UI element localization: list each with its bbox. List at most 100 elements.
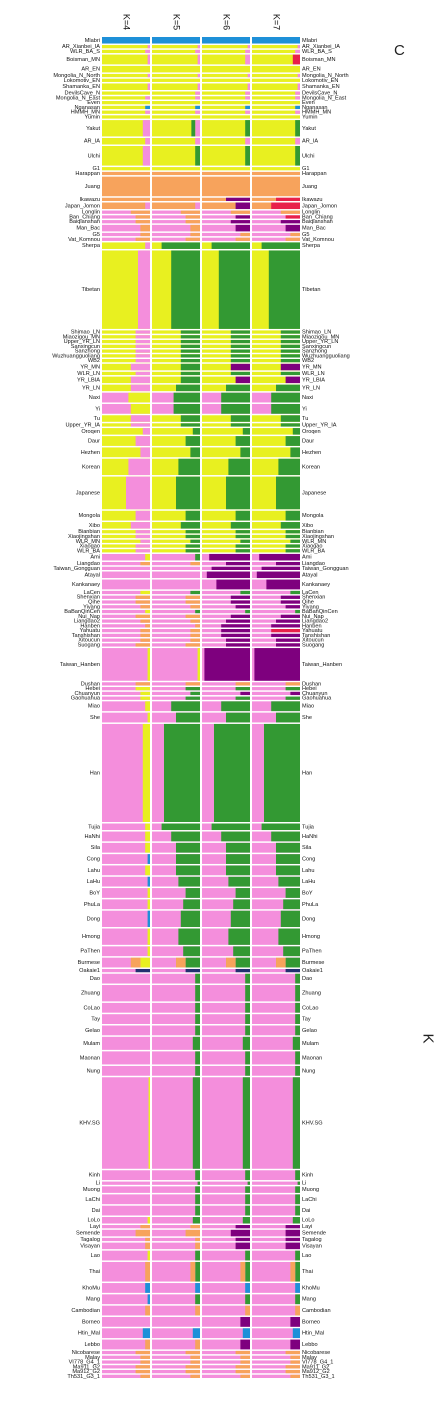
bar-bg-k5 xyxy=(152,1205,200,1216)
bar-segment-green xyxy=(185,696,200,700)
population-label-left: Semende xyxy=(76,1231,100,1237)
bar-segment-green xyxy=(226,384,250,392)
bar-segment-green xyxy=(280,349,300,353)
bar-bg-k6 xyxy=(202,1305,250,1316)
population-label-left: Man_Bac xyxy=(76,226,100,232)
population-label-left: Mlabri xyxy=(85,38,100,44)
population-label-right: Yahuatu xyxy=(302,628,322,634)
bar-segment-purple xyxy=(276,619,300,623)
population-label-right: Tagalog xyxy=(302,1237,322,1243)
population-label-right: Ma911_G2 xyxy=(302,1364,329,1370)
population-label-right: Borneo xyxy=(302,1319,320,1325)
bar-segment-purple xyxy=(230,595,250,599)
bar-segment-pink xyxy=(135,339,150,344)
bar-segment-pink xyxy=(197,73,200,78)
bar-segment-green xyxy=(285,544,300,548)
bar-bg-k6 xyxy=(202,210,250,214)
bar-segment-green xyxy=(178,928,200,945)
population-label-right: Tu xyxy=(302,416,308,422)
bar-segment-purple xyxy=(230,614,250,618)
bar-segment-green xyxy=(180,423,200,427)
bar-segment-pink xyxy=(130,363,150,371)
bar-bg-k4 xyxy=(102,237,150,241)
bar-bg-k6 xyxy=(202,428,250,435)
bar-segment-green xyxy=(295,145,300,166)
bar-bg-k4 xyxy=(102,1374,150,1378)
bar-segment-blue xyxy=(245,105,250,110)
population-label-right: Nganasan xyxy=(302,105,328,111)
bar-segment-orange xyxy=(190,633,200,638)
population-label-right: Xiaojingshan xyxy=(302,534,334,540)
bar-segment-green xyxy=(245,1261,250,1282)
population-label-right: Tujia xyxy=(302,824,315,830)
bar-segment-green xyxy=(240,539,250,543)
bar-bg-k7 xyxy=(252,682,300,686)
bar-bg-k6 xyxy=(202,544,250,548)
bar-bg-k7 xyxy=(252,1065,300,1076)
population-label-right: Muong xyxy=(302,1187,319,1193)
bar-segment-green xyxy=(180,344,200,348)
bar-segment-purple xyxy=(280,600,300,604)
bar-bg-k4 xyxy=(102,1181,150,1185)
population-label-right: Sanzhong xyxy=(302,349,327,355)
population-label-left: Juang xyxy=(85,184,100,190)
bar-bg-k7 xyxy=(252,83,300,90)
population-label-right: Korean xyxy=(302,464,320,470)
bar-segment-purple xyxy=(211,566,250,571)
bar-bg-k6 xyxy=(202,614,250,618)
bar-segment-orange xyxy=(190,638,200,642)
bar-bg-k5 xyxy=(152,522,200,529)
bar-segment-orange xyxy=(240,1355,250,1359)
bar-bg-k6 xyxy=(202,973,250,984)
population-label-left: Tagalog xyxy=(80,1237,100,1243)
bar-segment-orange xyxy=(190,619,200,623)
bar-segment-pink xyxy=(147,45,150,49)
bar-bg-k7 xyxy=(252,224,300,232)
population-label-left: Baiqianshan xyxy=(69,219,100,225)
population-label-left: Taiwan_Gongguan xyxy=(53,566,100,572)
bar-segment-green xyxy=(245,1250,250,1261)
bar-bg-k7 xyxy=(252,1261,300,1282)
bar-segment-blue xyxy=(145,105,150,110)
bar-segment-purple xyxy=(285,1237,300,1242)
population-label-right: Shamanka_EN xyxy=(302,84,340,90)
bar-bg-k7 xyxy=(252,137,300,145)
bar-bg-k4 xyxy=(102,624,150,628)
bar-bg-k4 xyxy=(102,823,150,831)
bar-segment-green xyxy=(190,447,200,458)
bar-segment-pink xyxy=(135,510,150,521)
population-label-left: Shimao_LN xyxy=(71,330,100,336)
population-label-left: Naxi xyxy=(89,395,100,401)
population-label-left: Harappan xyxy=(75,171,100,177)
bar-segment-orange xyxy=(195,1242,200,1250)
bar-bg-k4 xyxy=(102,403,150,414)
bar-segment-green xyxy=(285,888,300,898)
bar-segment-red xyxy=(271,202,300,210)
bar-segment-orange xyxy=(195,1339,200,1350)
bar-segment-green xyxy=(280,339,300,344)
bar-segment-green xyxy=(235,957,250,968)
bar-segment-purple xyxy=(290,1316,300,1327)
bar-bg-k4 xyxy=(102,363,150,371)
bar-bg-k6 xyxy=(202,1181,250,1185)
bar-bg-k5 xyxy=(152,1170,200,1181)
population-label-left: Hmong xyxy=(82,934,100,940)
bar-segment-purple xyxy=(235,1237,250,1242)
bar-segment-green xyxy=(290,590,300,595)
bar-segment-orange xyxy=(185,1350,200,1355)
bar-segment-green xyxy=(161,823,200,831)
population-label-left: Miaozigou_MN xyxy=(63,334,100,340)
bar-bg-k7 xyxy=(252,1205,300,1216)
bar-segment-blue xyxy=(245,1283,250,1293)
bar-segment-orange xyxy=(190,629,200,633)
bar-segment-orange xyxy=(185,614,200,618)
bar-bg-k5 xyxy=(152,1355,200,1359)
bar-segment-green xyxy=(161,242,200,249)
population-label-left: Nung xyxy=(87,1068,100,1074)
bar-bg-k5 xyxy=(152,1229,200,1237)
bar-bg-k6 xyxy=(202,1170,250,1181)
population-label-left: Yi xyxy=(95,406,100,412)
bar-segment-green xyxy=(242,1077,250,1169)
bar-bg-k6 xyxy=(202,167,250,171)
population-label-right: WLR_LN xyxy=(302,371,325,377)
